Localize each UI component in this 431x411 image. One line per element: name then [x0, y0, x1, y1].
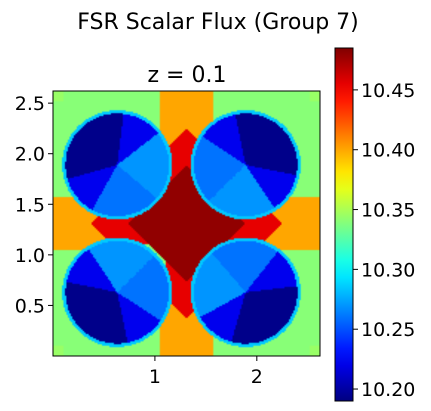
y-tick-label: 1.5 [15, 194, 45, 216]
colorbar-tick-label: 10.35 [361, 200, 415, 222]
heatmap-image [53, 91, 320, 356]
colorbar-tick-label: 10.30 [361, 259, 415, 281]
colorbar: 10.20 10.25 10.30 10.35 10.40 10.45 [334, 47, 415, 402]
plot-frame [52, 90, 321, 357]
y-tick-label: 2.0 [15, 144, 45, 166]
x-tick-label: 1 [149, 366, 161, 388]
y-axis-ticks: 0.5 1.0 1.5 2.0 2.5 [15, 93, 53, 317]
plot-title: z = 0.1 [148, 63, 227, 88]
y-tick-label: 0.5 [15, 295, 45, 317]
x-tick-label: 2 [251, 366, 263, 388]
y-tick-label: 1.0 [15, 245, 45, 267]
colorbar-tick-label: 10.40 [361, 140, 415, 162]
colorbar-tick-label: 10.45 [361, 80, 415, 102]
colorbar-tick-label: 10.25 [361, 319, 415, 341]
colorbar-ticks: 10.20 10.25 10.30 10.35 10.40 10.45 [353, 80, 415, 401]
colorbar-tick-label: 10.20 [361, 379, 415, 401]
figure-title: FSR Scalar Flux (Group 7) [77, 10, 359, 35]
y-tick-label: 2.5 [15, 93, 45, 115]
colorbar-gradient [335, 48, 353, 401]
colorbar-frame [334, 47, 354, 402]
